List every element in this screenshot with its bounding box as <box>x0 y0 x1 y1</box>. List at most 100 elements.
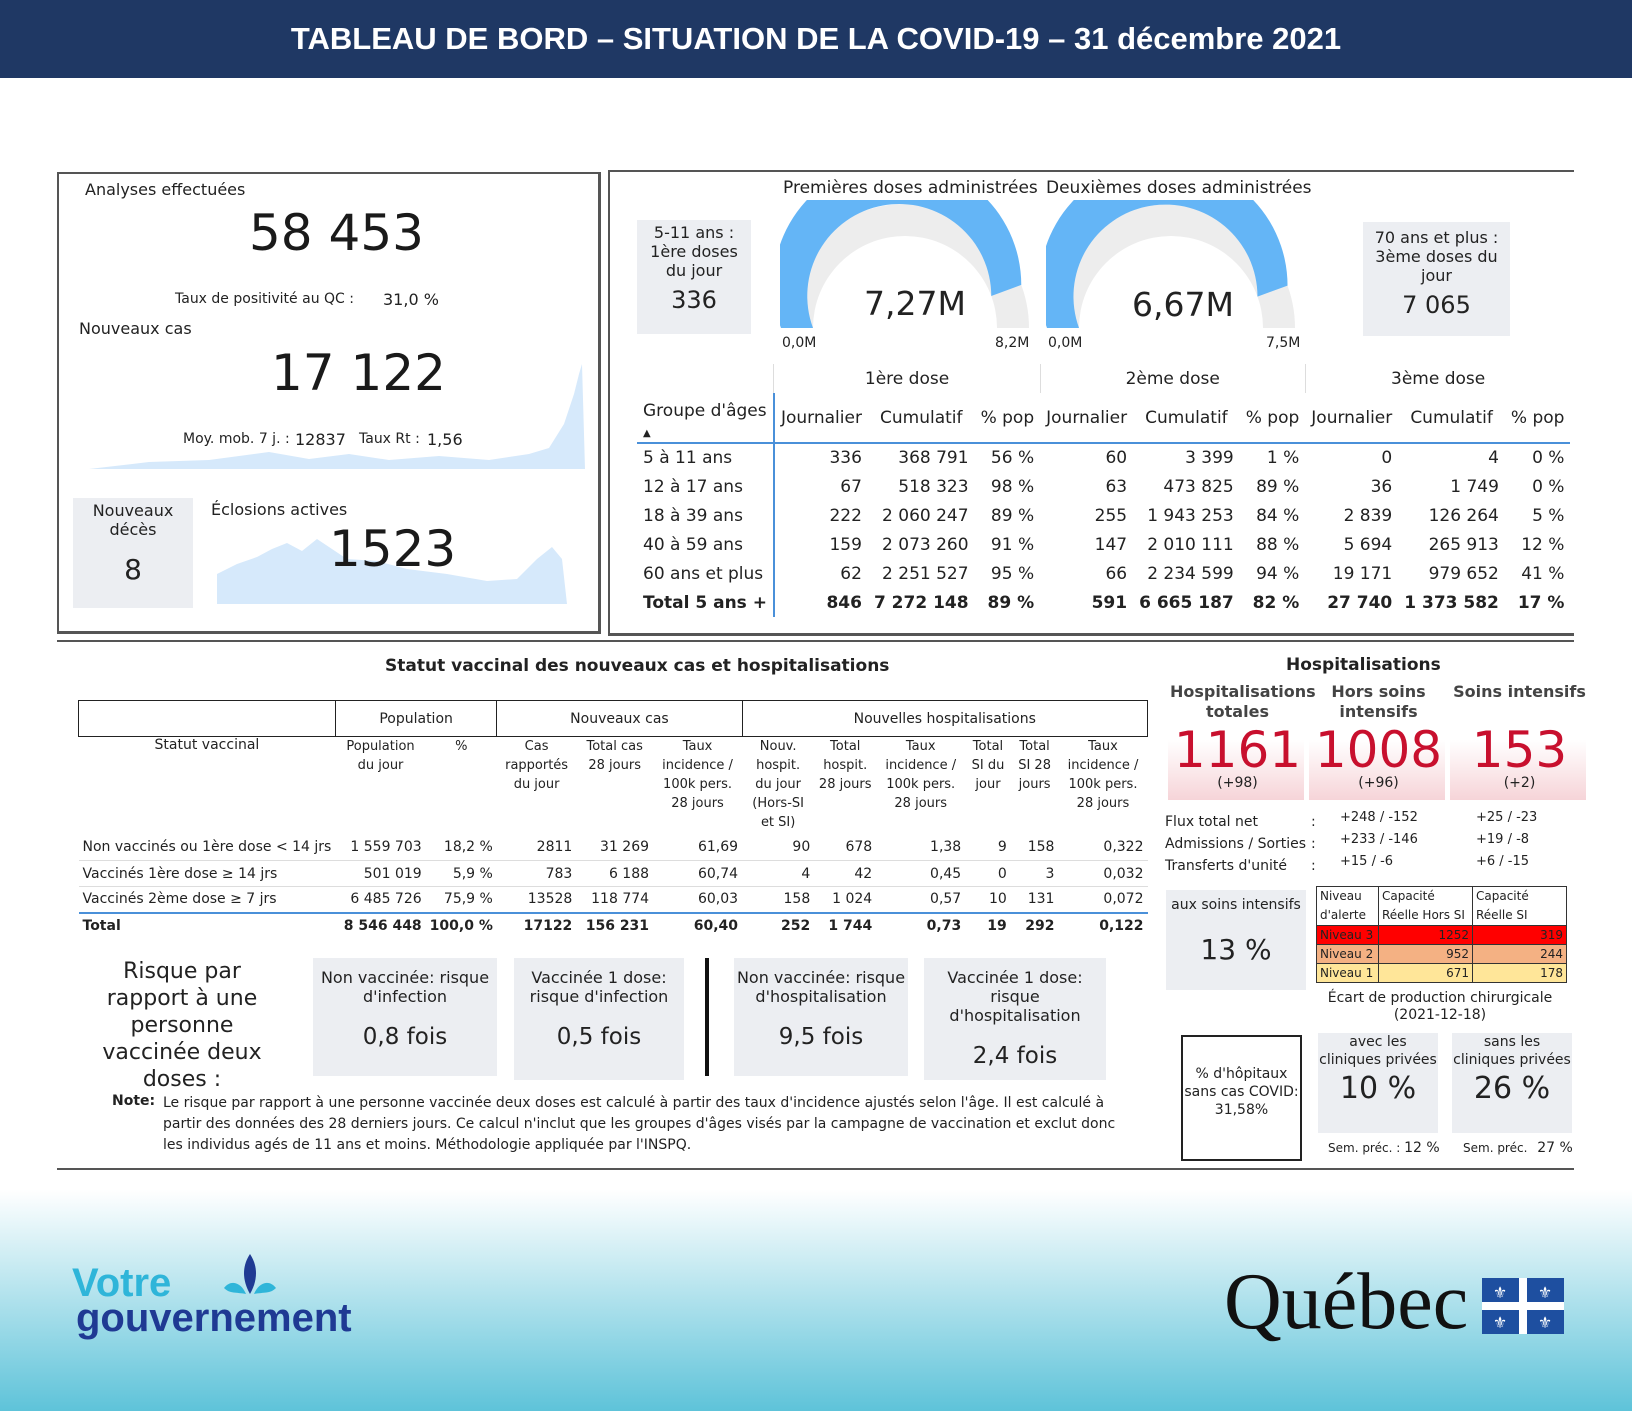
positivity-label: Taux de positivité au QC : <box>175 291 354 307</box>
value-cell: 2 234 599 <box>1147 563 1234 584</box>
vaccine-row: 12 à 17 ans 67 518 323 98 % 63 473 825 89 % 36 1… <box>637 472 1570 501</box>
flux-hors-si: +248 / -152 <box>1340 810 1418 825</box>
status-value-cell: 252 <box>781 918 811 934</box>
age-group-cell: Total 5 ans + <box>643 592 767 613</box>
value-cell: 1 943 253 <box>1147 505 1234 526</box>
status-value-cell: 2811 <box>536 839 573 856</box>
status-value-cell: 60,03 <box>697 891 739 908</box>
status-label-cell: Vaccinés 1ère dose ≥ 14 jrs <box>82 865 278 882</box>
hosp-sparkline <box>1168 740 1304 800</box>
with-private-value: 10 % <box>1339 1071 1417 1106</box>
flux-colon: : <box>1311 836 1316 852</box>
svg-text:⚜: ⚜ <box>1538 1283 1552 1302</box>
status-value-cell: 0,45 <box>930 865 962 882</box>
status-row: Vaccinés 2ème dose ≥ 7 jrs 6 485 726 75,9 … <box>78 887 1148 913</box>
value-cell: 7 272 148 <box>873 592 969 613</box>
status-table: Population Nouveaux cas Nouvelles hospit… <box>78 700 1149 939</box>
value-cell: 67 <box>772 472 868 501</box>
flux-si: +19 / -8 <box>1476 832 1530 847</box>
outbreaks-value: 1523 <box>329 520 457 578</box>
status-row: Vaccinés 1ère dose ≥ 14 jrs 501 019 5,9 % 7… <box>78 861 1148 887</box>
svg-text:⚜: ⚜ <box>1493 1283 1507 1302</box>
value-cell: 5 694 <box>1343 534 1393 555</box>
value-cell: 66 <box>1105 563 1128 584</box>
mm-value: 12837 <box>295 430 346 449</box>
gauge2-min: 0,0M <box>1048 335 1083 351</box>
subheader: Cumulatif <box>1145 407 1228 428</box>
status-subheader: Total hospit. 28 jours <box>818 739 872 792</box>
note-text: Le risque par rapport à une personne vac… <box>163 1095 1116 1153</box>
elder-doses-label: 70 ans et plus : 3ème doses du jour <box>1374 228 1499 285</box>
level-row: Niveau 3 1252 319 <box>1316 925 1567 945</box>
value-cell: 63 <box>1105 476 1128 497</box>
value-cell: 1 373 582 <box>1404 592 1499 613</box>
status-col-header: Statut vaccinal <box>154 737 260 753</box>
level-capacity: 1252 <box>1378 925 1473 945</box>
vaccine-row: 60 ans et plus 62 2 251 527 95 % 66 2 234 599… <box>637 559 1570 588</box>
subheader: Cumulatif <box>880 407 963 428</box>
nocovid-value: 31,58% <box>1214 1102 1269 1118</box>
brand-gouvernement: gouvernement <box>76 1296 352 1340</box>
status-value-cell: 1 559 703 <box>350 839 422 856</box>
status-title: Statut vaccinal des nouveaux cas et hosp… <box>385 656 890 676</box>
rt-value: 1,56 <box>427 430 463 449</box>
hosp-title: Hospitalisations <box>1286 655 1441 675</box>
surgery-label: Écart de production chirurgicale (2021-1… <box>1327 990 1553 1023</box>
positivity-value: 31,0 % <box>383 290 439 309</box>
status-value-cell: 156 231 <box>585 918 650 934</box>
level-row: Niveau 2 952 244 <box>1316 944 1567 964</box>
fleur-de-lis-icon <box>224 1254 276 1294</box>
value-cell: 12 % <box>1521 534 1565 555</box>
value-cell: 27 740 <box>1327 592 1393 613</box>
hosp-col-delta: (+98) <box>1217 775 1258 791</box>
status-value-cell: 42 <box>854 865 873 882</box>
page-header: TABLEAU DE BORD – SITUATION DE LA COVID-… <box>0 0 1632 78</box>
value-cell: 159 <box>772 530 868 559</box>
svg-text:⚜: ⚜ <box>1493 1313 1507 1332</box>
icu-value: 13 % <box>1200 933 1272 966</box>
sort-asc-icon[interactable]: ▲ <box>643 428 651 439</box>
value-cell: 2 060 247 <box>882 505 969 526</box>
risk-box: Non vaccinée: risque d'infection 0,8 fois <box>313 958 497 1076</box>
without-private-box: sans les cliniques privées 26 % <box>1452 1033 1572 1133</box>
flux-hors-si: +15 / -6 <box>1340 854 1394 869</box>
gauge1-title: Premières doses administrées <box>783 178 1038 198</box>
value-cell: 979 652 <box>1428 563 1499 584</box>
deaths-box: Nouveaux décès 8 <box>73 498 193 608</box>
status-label-cell: Vaccinés 2ème dose ≥ 7 jrs <box>82 891 277 908</box>
age-group-cell: 40 à 59 ans <box>643 534 743 555</box>
value-cell: 518 323 <box>898 476 969 497</box>
status-value-cell: 158 <box>1027 839 1055 856</box>
status-value-cell: 118 774 <box>591 891 650 908</box>
status-subheader: Total SI du jour <box>971 739 1005 792</box>
status-value-cell: 0 <box>997 865 1007 882</box>
value-cell: 82 % <box>1252 592 1300 613</box>
status-subheader: Taux incidence / 100k pers. 28 jours <box>662 739 733 811</box>
status-value-cell: 19 <box>987 918 1007 934</box>
status-value-cell: 501 019 <box>363 865 422 882</box>
value-cell: 222 <box>772 501 868 530</box>
note-label: Note: <box>112 1093 156 1109</box>
vaccine-row: 18 à 39 ans 222 2 060 247 89 % 255 1 943 253 8… <box>637 501 1570 530</box>
status-value-cell: 783 <box>545 865 573 882</box>
status-label-cell: Total <box>82 918 121 934</box>
value-cell: 2 251 527 <box>882 563 969 584</box>
hosp-col-value: 1008 <box>1314 721 1443 779</box>
tests-value: 58 453 <box>249 204 424 262</box>
hosp-col-value: 1161 <box>1173 721 1302 779</box>
value-cell: 89 % <box>1256 476 1300 497</box>
level-capacity: 178 <box>1472 963 1567 983</box>
flux-colon: : <box>1311 814 1316 830</box>
status-label-cell: Non vaccinés ou 1ère dose < 14 jrs <box>82 839 332 856</box>
subheader: % pop <box>1245 407 1300 428</box>
status-total-row: Total 8 546 448 100,0 % 17122 156 231 60,40 25… <box>78 912 1148 939</box>
age-group-header[interactable]: Groupe d'âges ▲ <box>643 401 767 439</box>
status-value-cell: 1 024 <box>832 891 873 908</box>
status-value-cell: 60,74 <box>697 865 739 882</box>
status-row: Non vaccinés ou 1ère dose < 14 jrs 1 559 … <box>78 835 1148 861</box>
kids-doses-label: 5-11 ans : 1ère doses du jour <box>650 223 738 280</box>
subheader: Cumulatif <box>1410 407 1493 428</box>
status-value-cell: 131 <box>1027 891 1055 908</box>
flux-colon: : <box>1311 858 1316 874</box>
status-value-cell: 158 <box>783 891 811 908</box>
